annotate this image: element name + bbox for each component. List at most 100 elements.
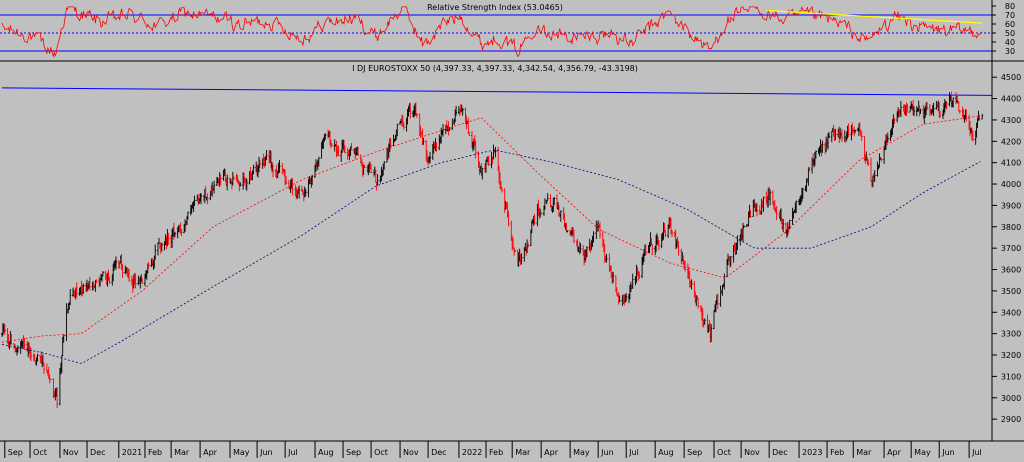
price-bar	[481, 167, 484, 180]
price-bar	[173, 231, 176, 238]
price-bar	[429, 151, 431, 164]
price-bar	[272, 164, 274, 178]
price-bar	[160, 242, 163, 252]
price-bar	[553, 197, 556, 206]
price-bar	[671, 229, 673, 237]
rsi-tick-label: 70	[1005, 11, 1015, 20]
price-bar	[180, 228, 183, 236]
price-bar	[579, 243, 582, 254]
price-bar	[631, 273, 634, 289]
price-bar	[945, 101, 948, 110]
price-bar	[572, 229, 575, 244]
price-tick-label: 3000	[1001, 394, 1021, 403]
x-tick-label: Nov	[744, 448, 760, 457]
x-tick-label: Apr	[203, 448, 218, 457]
price-bar	[186, 211, 189, 220]
price-bar	[886, 132, 889, 143]
x-tick-label: Feb	[489, 448, 503, 457]
price-bar	[952, 97, 955, 108]
x-tick-label: Jun	[600, 448, 614, 457]
price-bar	[10, 334, 13, 345]
x-tick-label: Jul	[287, 448, 298, 457]
price-bar	[749, 210, 752, 218]
resistance-line	[1, 87, 993, 96]
price-bar	[664, 229, 667, 237]
price-bar	[566, 230, 569, 233]
price-bar	[795, 200, 798, 214]
price-bar	[880, 157, 883, 162]
price-bar	[409, 102, 412, 119]
x-tick-label: Sep	[346, 448, 361, 457]
price-bar	[324, 133, 327, 140]
x-axis: Sep Oct Nov Dec 2021 Feb Mar Apr May Jun Jul Aug Sep…	[4, 441, 982, 458]
price-bar	[710, 324, 713, 343]
x-tick-label: May	[233, 448, 250, 457]
price-bar	[357, 146, 359, 156]
price-bar	[304, 188, 307, 197]
x-tick-label: Jul	[971, 448, 982, 457]
price-tick-label: 4400	[1001, 95, 1021, 104]
price-bar	[363, 164, 366, 168]
price-bar	[154, 244, 157, 260]
price-bar	[200, 193, 202, 205]
price-bar	[134, 273, 137, 289]
price-bar	[899, 101, 902, 117]
price-bar	[415, 113, 418, 118]
price-bar	[49, 378, 52, 380]
price-bar	[684, 260, 687, 272]
price-bar	[828, 132, 830, 139]
price-bar	[3, 324, 6, 335]
x-tick-label: Feb	[148, 448, 162, 457]
price-bar	[23, 337, 26, 350]
price-bar	[69, 289, 72, 305]
price-bar	[657, 240, 660, 251]
price-bar	[965, 109, 968, 122]
price-bar	[232, 175, 235, 181]
price-bar	[108, 276, 111, 284]
price-bar	[285, 176, 288, 185]
price-bar	[736, 235, 739, 251]
x-tick-label: Oct	[33, 448, 47, 457]
x-tick-label: 2022	[462, 448, 482, 457]
x-tick-label: Nov	[403, 448, 419, 457]
price-bar	[546, 193, 549, 201]
price-bar	[703, 318, 706, 325]
x-tick-label: Jul	[628, 448, 639, 457]
price-bar	[618, 295, 621, 303]
price-panel: I DJ EUROSTOXX 50 (4,397.33, 4,397.33, 4…	[1, 64, 1021, 424]
price-tick-label: 3300	[1001, 330, 1021, 339]
price-bar	[75, 282, 78, 298]
price-bar	[651, 244, 654, 254]
rsi-trendline	[766, 9, 983, 24]
price-bar	[317, 156, 320, 167]
x-tick-label: Feb	[830, 448, 844, 457]
price-bar	[239, 182, 242, 187]
price-bar	[769, 189, 772, 206]
price-tick-label: 4200	[1001, 137, 1021, 146]
price-bar	[455, 105, 458, 116]
price-title: I DJ EUROSTOXX 50 (4,397.33, 4,397.33, 4…	[352, 64, 638, 73]
price-bar	[278, 160, 281, 173]
price-tick-label: 2900	[1001, 415, 1021, 424]
price-bar	[540, 212, 543, 215]
ma-long-line	[1, 149, 981, 364]
price-tick-label: 3700	[1001, 244, 1021, 253]
x-tick-label: Aug	[318, 448, 334, 457]
price-tick-label: 3100	[1001, 372, 1021, 381]
price-bar	[978, 114, 981, 121]
x-tick-label: Dec	[90, 448, 105, 457]
price-bar	[494, 146, 497, 158]
price-tick-label: 4100	[1001, 159, 1021, 168]
price-bar	[337, 145, 340, 157]
price-bar	[742, 225, 745, 229]
price-bar	[298, 185, 301, 199]
ma-short-line	[1, 115, 981, 343]
price-bar	[500, 187, 503, 193]
price-bar	[88, 276, 91, 291]
rsi-tick-label: 50	[1005, 29, 1015, 38]
x-tick-label: Jun	[941, 448, 955, 457]
price-bar	[729, 256, 732, 267]
price-bar	[343, 145, 346, 154]
price-bar	[468, 131, 471, 136]
price-bar	[487, 155, 490, 167]
